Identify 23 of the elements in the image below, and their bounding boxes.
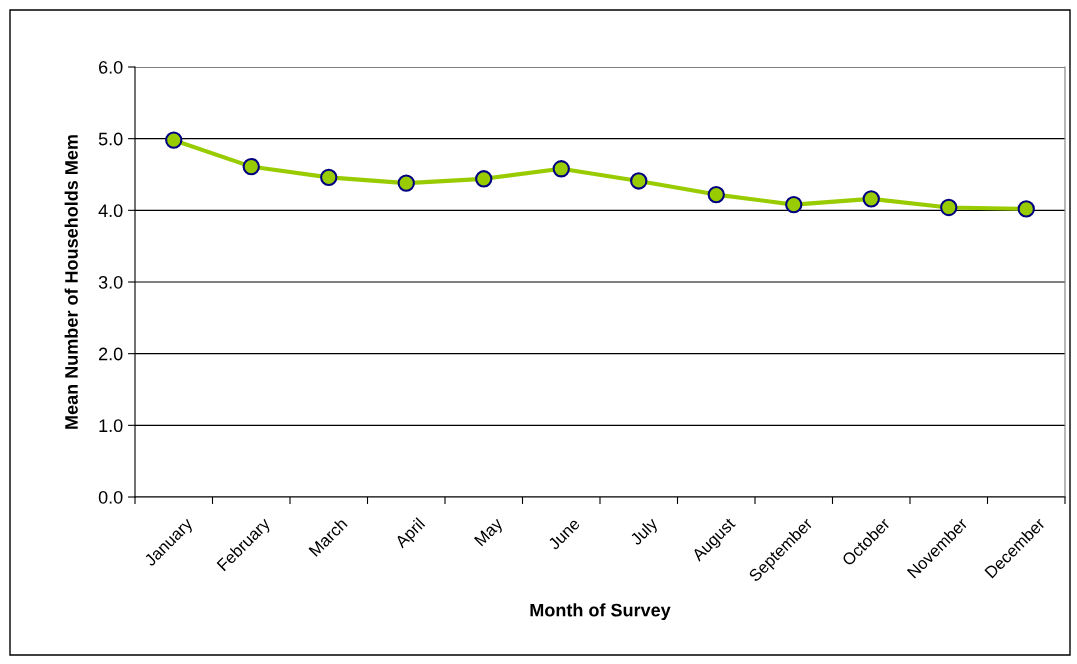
point xyxy=(940,198,958,217)
y-tick-label: 4.0 xyxy=(98,204,123,218)
point xyxy=(862,190,880,208)
point xyxy=(630,172,648,190)
point xyxy=(552,160,570,178)
y-tick-label: 0.0 xyxy=(98,490,123,504)
y-tick-label: 2.0 xyxy=(99,347,123,361)
point xyxy=(242,157,260,176)
x-axis-title: Month of Survey xyxy=(530,603,671,621)
point xyxy=(707,185,725,204)
x-tick-label: July xyxy=(629,516,661,549)
y-tick-label: 1.0 xyxy=(99,419,123,433)
point xyxy=(320,168,338,187)
point xyxy=(165,131,183,149)
x-tick-label: May xyxy=(474,516,506,549)
point xyxy=(1017,200,1035,218)
y-axis-title: Mean Number of Households Mem xyxy=(64,135,78,429)
point xyxy=(397,174,415,192)
y-tick-label: 6.0 xyxy=(99,60,123,74)
point xyxy=(475,170,493,188)
y-tick-label: 3.0 xyxy=(98,275,123,289)
point xyxy=(785,195,803,214)
y-tick-label: 5.0 xyxy=(98,132,123,146)
